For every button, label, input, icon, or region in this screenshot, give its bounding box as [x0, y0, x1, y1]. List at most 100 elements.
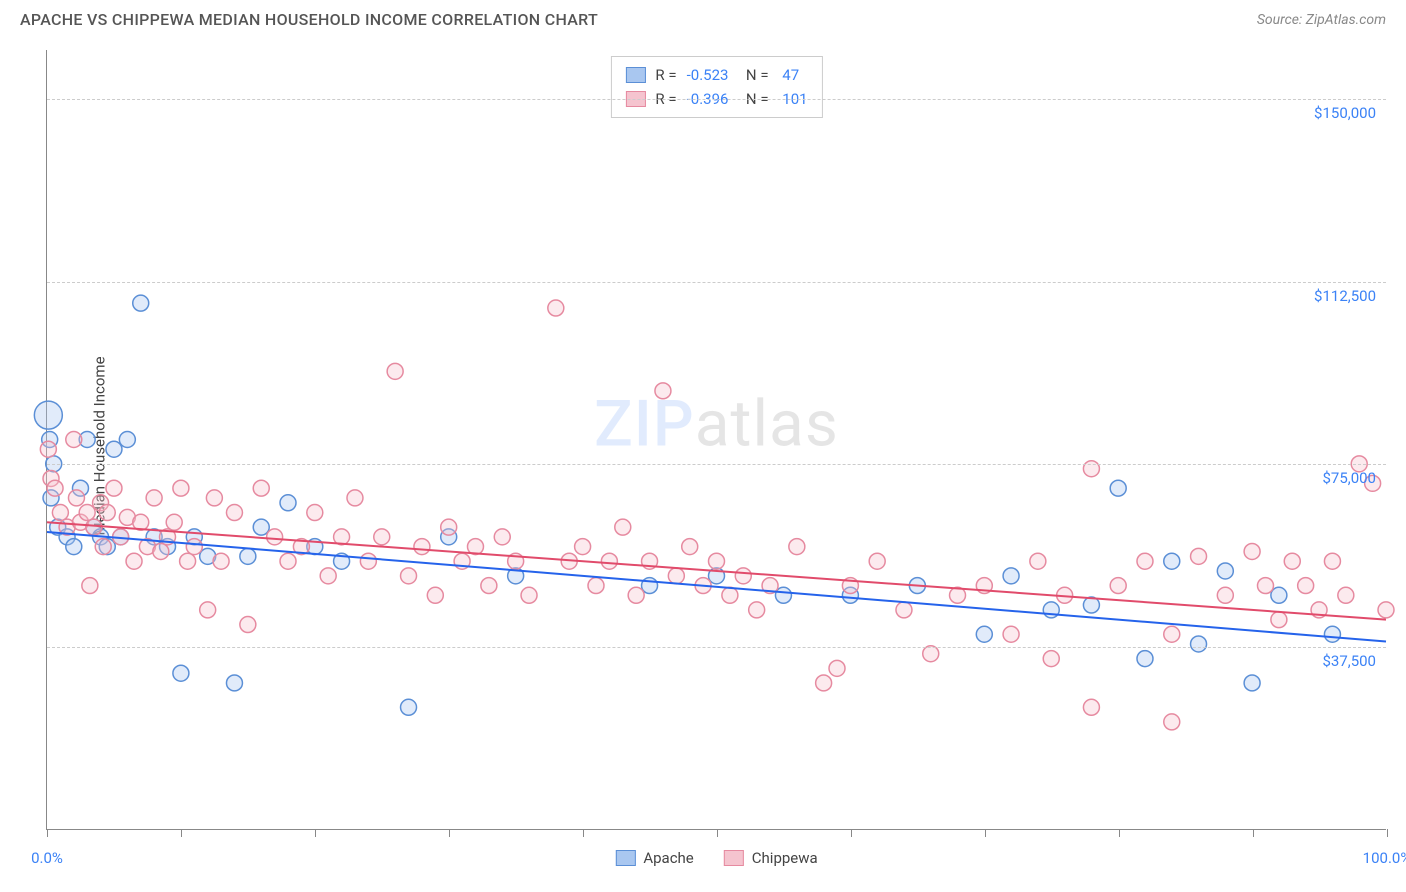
scatter-point [441, 519, 457, 535]
legend-row: R = -0.523 N = 47 [625, 63, 807, 87]
scatter-point [481, 578, 497, 594]
scatter-point [79, 505, 95, 521]
scatter-point [601, 553, 617, 569]
x-tick [1119, 829, 1120, 837]
scatter-point [206, 490, 222, 506]
scatter-point [106, 480, 122, 496]
scatter-point [267, 529, 283, 545]
scatter-point [173, 480, 189, 496]
scatter-point [775, 587, 791, 603]
scatter-point [1164, 626, 1180, 642]
y-tick-label: $75,000 [1322, 469, 1376, 487]
series-legend-label: Chippewa [752, 849, 818, 867]
scatter-point [119, 432, 135, 448]
scatter-point [722, 587, 738, 603]
series-legend-label: Apache [643, 849, 693, 867]
scatter-point [1110, 578, 1126, 594]
y-tick-label: $150,000 [1314, 104, 1376, 122]
scatter-point [709, 553, 725, 569]
legend-swatch [724, 850, 744, 866]
scatter-point [347, 490, 363, 506]
series-legend-item: Chippewa [724, 849, 818, 867]
scatter-point [280, 553, 296, 569]
x-tick [1253, 829, 1254, 837]
scatter-point [126, 553, 142, 569]
scatter-point [307, 505, 323, 521]
gridline [47, 282, 1386, 283]
x-tick [851, 829, 852, 837]
trend-line [47, 522, 1386, 619]
scatter-point [1003, 626, 1019, 642]
scatter-point [153, 543, 169, 559]
scatter-point [1191, 548, 1207, 564]
scatter-point [735, 568, 751, 584]
scatter-point [1284, 553, 1300, 569]
x-tick [315, 829, 316, 837]
scatter-point [146, 490, 162, 506]
legend-r-value: -0.523 [687, 63, 729, 87]
scatter-point [226, 505, 242, 521]
series-legend-item: Apache [615, 849, 693, 867]
scatter-svg [47, 50, 1386, 829]
legend-n-label: N = [738, 63, 768, 87]
scatter-point [1324, 626, 1340, 642]
x-tick [985, 829, 986, 837]
scatter-point [1217, 563, 1233, 579]
scatter-point [668, 568, 684, 584]
scatter-point [82, 578, 98, 594]
legend-swatch [625, 67, 645, 83]
scatter-point [52, 505, 68, 521]
scatter-point [816, 675, 832, 691]
legend-n-value: 47 [779, 63, 800, 87]
scatter-point [374, 529, 390, 545]
scatter-point [829, 660, 845, 676]
scatter-point [521, 587, 537, 603]
scatter-point [180, 553, 196, 569]
scatter-point [240, 548, 256, 564]
scatter-point [47, 480, 63, 496]
scatter-point [401, 699, 417, 715]
scatter-point [1271, 612, 1287, 628]
scatter-point [1083, 699, 1099, 715]
title-bar: APACHE VS CHIPPEWA MEDIAN HOUSEHOLD INCO… [0, 0, 1406, 37]
scatter-point [1003, 568, 1019, 584]
scatter-point [387, 363, 403, 379]
x-tick-label: 100.0% [1363, 849, 1406, 867]
scatter-point [494, 529, 510, 545]
scatter-point [1043, 651, 1059, 667]
gridline [47, 464, 1386, 465]
scatter-point [166, 514, 182, 530]
scatter-point [66, 539, 82, 555]
scatter-point [280, 495, 296, 511]
legend-r-label: R = [655, 63, 676, 87]
scatter-point [414, 539, 430, 555]
scatter-point [1257, 578, 1273, 594]
source-label: Source: ZipAtlas.com [1257, 12, 1386, 28]
scatter-point [869, 553, 885, 569]
x-tick-label: 0.0% [31, 849, 63, 867]
plot-area: ZIPatlas R = -0.523 N = 47R = -0.396 N =… [46, 50, 1386, 830]
scatter-point [34, 401, 62, 429]
x-tick [449, 829, 450, 837]
series-legend: Apache Chippewa [615, 849, 817, 867]
scatter-point [1164, 714, 1180, 730]
scatter-point [1298, 578, 1314, 594]
scatter-point [173, 665, 189, 681]
legend-swatch [615, 850, 635, 866]
scatter-point [1164, 553, 1180, 569]
scatter-point [1217, 587, 1233, 603]
scatter-point [200, 602, 216, 618]
scatter-point [186, 539, 202, 555]
scatter-point [99, 505, 115, 521]
scatter-point [682, 539, 698, 555]
scatter-point [628, 587, 644, 603]
scatter-point [40, 441, 56, 457]
scatter-point [401, 568, 417, 584]
scatter-point [253, 480, 269, 496]
x-tick [47, 829, 48, 837]
scatter-point [213, 553, 229, 569]
scatter-point [588, 578, 604, 594]
scatter-point [66, 432, 82, 448]
x-tick [583, 829, 584, 837]
scatter-point [86, 519, 102, 535]
